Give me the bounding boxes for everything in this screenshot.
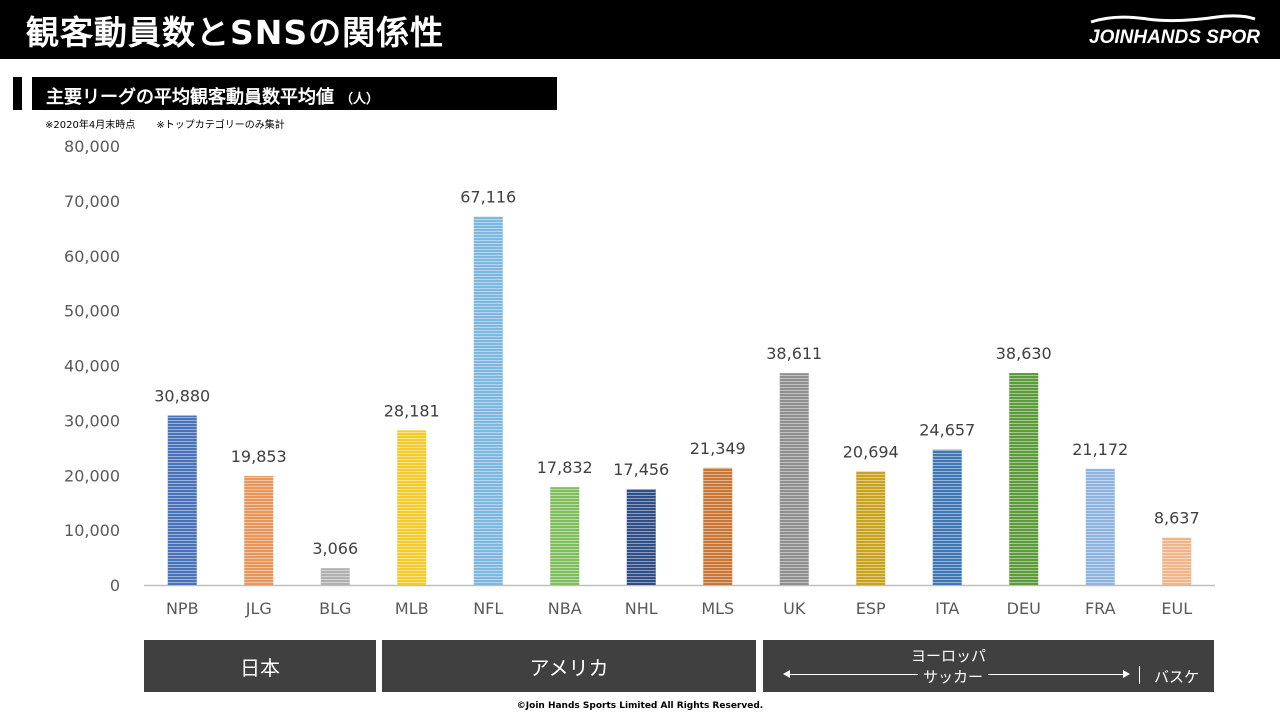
bar-texture bbox=[779, 373, 809, 585]
value-label: 24,657 bbox=[919, 421, 975, 440]
x-tick-label: FRA bbox=[1085, 599, 1116, 618]
value-label: 19,853 bbox=[231, 447, 287, 466]
header-bar: 観客動員数とSNSの関係性 JOINHANDS SPORTS bbox=[0, 0, 1280, 59]
section-accent bbox=[13, 77, 22, 110]
bar-texture bbox=[1009, 373, 1039, 585]
value-label: 21,349 bbox=[690, 439, 746, 458]
note-scope: ※トップカテゴリーのみ集計 bbox=[156, 120, 285, 131]
bar-texture bbox=[244, 476, 274, 585]
joinhands-logo: JOINHANDS SPORTS bbox=[1089, 14, 1260, 47]
region-japan: 日本 bbox=[144, 640, 376, 692]
x-tick-label: UK bbox=[783, 599, 806, 618]
region-europe-label: ヨーロッパ bbox=[910, 647, 986, 665]
y-tick-label: 10,000 bbox=[64, 521, 120, 540]
bar-chart: 0 10,000 20,000 30,000 40,000 50,000 60,000 70,… bbox=[64, 137, 1215, 618]
bar-texture bbox=[473, 216, 503, 586]
y-tick-label: 40,000 bbox=[64, 357, 120, 376]
x-tick-label: MLB bbox=[395, 599, 429, 618]
value-label: 30,880 bbox=[154, 387, 210, 406]
bar-texture bbox=[1085, 468, 1115, 585]
x-tick-label: NFL bbox=[473, 599, 503, 618]
x-tick-label: DEU bbox=[1007, 599, 1041, 618]
bar-texture bbox=[932, 449, 962, 585]
bar-texture bbox=[167, 415, 197, 585]
y-tick-label: 80,000 bbox=[64, 137, 120, 156]
bar-texture bbox=[703, 467, 733, 585]
note-date: ※2020年4月末時点 bbox=[45, 120, 136, 131]
section-title-text: 主要リーグの平均観客動員数平均値 bbox=[46, 87, 334, 108]
bar-texture bbox=[320, 568, 350, 585]
value-label: 8,637 bbox=[1154, 509, 1200, 528]
value-label: 21,172 bbox=[1072, 440, 1128, 459]
bar-texture bbox=[550, 487, 580, 585]
x-tick-label: NBA bbox=[548, 599, 582, 618]
bar-texture bbox=[626, 489, 656, 585]
value-label: 67,116 bbox=[460, 188, 516, 207]
y-tick-label: 70,000 bbox=[64, 192, 120, 211]
section-header bbox=[32, 77, 557, 110]
x-tick-label: MLS bbox=[701, 599, 734, 618]
region-europe: ヨーロッパ サッカー バスケ bbox=[763, 640, 1214, 692]
bar-texture bbox=[1162, 537, 1192, 585]
y-tick-label: 0 bbox=[110, 576, 120, 595]
y-tick-label: 60,000 bbox=[64, 247, 120, 266]
x-tick-label: EUL bbox=[1161, 599, 1192, 618]
x-tick-label: NPB bbox=[166, 599, 199, 618]
x-tick-label: ITA bbox=[935, 599, 959, 618]
region-soccer-label: サッカー bbox=[918, 666, 989, 687]
y-tick-label: 30,000 bbox=[64, 411, 120, 430]
region-basketball-label: バスケ bbox=[1154, 668, 1200, 686]
value-label: 17,456 bbox=[613, 460, 669, 479]
y-tick-label: 20,000 bbox=[64, 466, 120, 485]
x-tick-label: JLG bbox=[245, 599, 272, 618]
x-tick-label: ESP bbox=[856, 599, 886, 618]
y-tick-label: 50,000 bbox=[64, 302, 120, 321]
section-title: 主要リーグの平均観客動員数平均値 （人） bbox=[46, 83, 379, 109]
value-label: 17,832 bbox=[537, 458, 593, 477]
logo-text: JOINHANDS SPORTS bbox=[1089, 27, 1260, 47]
value-label: 38,611 bbox=[766, 344, 822, 363]
region-america-label: アメリカ bbox=[529, 656, 609, 680]
section-unit: （人） bbox=[340, 92, 380, 107]
notes: ※2020年4月末時点 ※トップカテゴリーのみ集計 bbox=[45, 116, 303, 131]
page-title: 観客動員数とSNSの関係性 bbox=[26, 13, 445, 52]
divider bbox=[1139, 666, 1140, 684]
value-label: 20,694 bbox=[843, 442, 899, 461]
region-japan-label: 日本 bbox=[240, 656, 280, 680]
x-tick-label: NHL bbox=[625, 599, 658, 618]
value-label: 3,066 bbox=[312, 539, 358, 558]
copyright: ©Join Hands Sports Limited All Rights Re… bbox=[516, 701, 764, 711]
region-america: アメリカ bbox=[382, 640, 756, 692]
value-label: 28,181 bbox=[384, 401, 440, 420]
value-label: 38,630 bbox=[996, 344, 1052, 363]
bar-texture bbox=[856, 471, 886, 585]
x-tick-label: BLG bbox=[319, 599, 351, 618]
bar-texture bbox=[397, 430, 427, 585]
